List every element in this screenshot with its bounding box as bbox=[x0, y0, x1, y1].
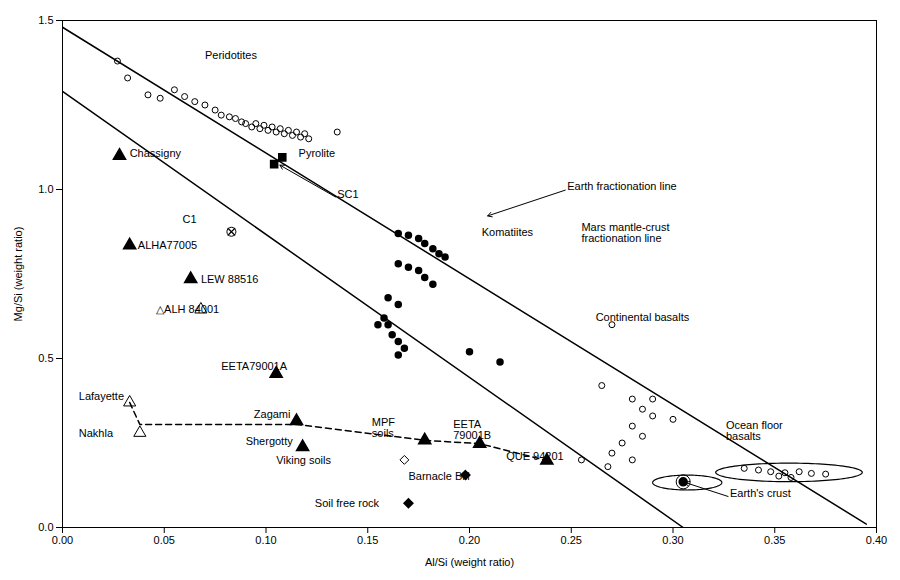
svg-text:Barnacle Bill: Barnacle Bill bbox=[408, 470, 469, 482]
svg-text:△ALH 84001: △ALH 84001 bbox=[156, 303, 219, 315]
svg-text:0.40: 0.40 bbox=[866, 534, 887, 546]
svg-text:0.10: 0.10 bbox=[255, 534, 276, 546]
svg-text:EETA79001A: EETA79001A bbox=[221, 360, 288, 372]
svg-text:Shergotty: Shergotty bbox=[246, 435, 294, 447]
svg-text:Peridotites: Peridotites bbox=[205, 49, 257, 61]
svg-text:MPFsoils: MPFsoils bbox=[372, 416, 396, 439]
svg-text:Mars mantle-crustfractionation: Mars mantle-crustfractionation line bbox=[581, 221, 669, 244]
svg-text:0.05: 0.05 bbox=[154, 534, 175, 546]
svg-text:C1: C1 bbox=[183, 213, 197, 225]
svg-text:0.15: 0.15 bbox=[357, 534, 378, 546]
svg-text:0.25: 0.25 bbox=[561, 534, 582, 546]
svg-text:Ocean floorbasalts: Ocean floorbasalts bbox=[726, 419, 783, 442]
svg-text:Nakhla: Nakhla bbox=[79, 427, 114, 439]
svg-text:1.0: 1.0 bbox=[38, 183, 53, 195]
svg-text:Al/Si (weight ratio): Al/Si (weight ratio) bbox=[425, 556, 514, 568]
svg-text:0.00: 0.00 bbox=[52, 534, 73, 546]
svg-text:Chassigny: Chassigny bbox=[130, 147, 182, 159]
svg-text:EETA79001B: EETA79001B bbox=[453, 418, 491, 441]
svg-text:Lafayette: Lafayette bbox=[79, 390, 124, 402]
svg-text:LEW 88516: LEW 88516 bbox=[201, 273, 258, 285]
svg-text:0.20: 0.20 bbox=[459, 534, 480, 546]
svg-text:0.5: 0.5 bbox=[38, 352, 53, 364]
svg-text:0.35: 0.35 bbox=[764, 534, 785, 546]
svg-text:0.0: 0.0 bbox=[38, 521, 53, 533]
svg-text:Mg/Si (weight ratio): Mg/Si (weight ratio) bbox=[12, 227, 24, 322]
svg-text:1.5: 1.5 bbox=[38, 14, 53, 26]
svg-text:Pyrolite: Pyrolite bbox=[299, 147, 336, 159]
svg-text:Earth fractionation line: Earth fractionation line bbox=[567, 180, 676, 192]
svg-text:Earth's crust: Earth's crust bbox=[730, 487, 791, 499]
svg-text:Soil free rock: Soil free rock bbox=[315, 497, 380, 509]
svg-text:Komatiites: Komatiites bbox=[482, 226, 534, 238]
svg-text:ALHA77005: ALHA77005 bbox=[138, 239, 197, 251]
svg-text:Continental basalts: Continental basalts bbox=[596, 311, 690, 323]
svg-text:QUE 94201: QUE 94201 bbox=[506, 450, 563, 462]
svg-text:Zagami: Zagami bbox=[254, 408, 291, 420]
svg-text:0.30: 0.30 bbox=[662, 534, 683, 546]
svg-text:SC1: SC1 bbox=[337, 188, 358, 200]
svg-text:Viking soils: Viking soils bbox=[276, 454, 331, 466]
